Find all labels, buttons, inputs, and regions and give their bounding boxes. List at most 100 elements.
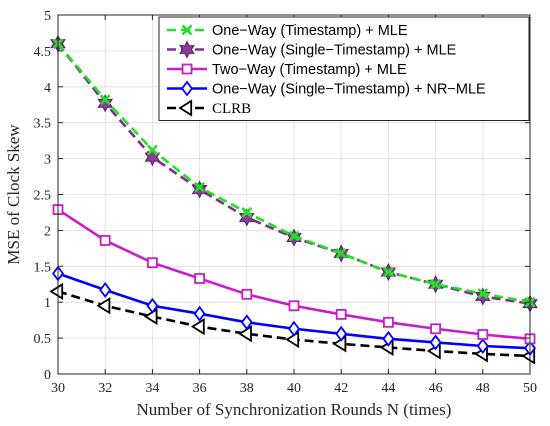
series-2-point-5 bbox=[288, 300, 300, 312]
legend-label-0: One−Way (Timestamp) + MLE bbox=[212, 23, 408, 39]
legend-entry-0: One−Way (Timestamp) + MLE bbox=[167, 23, 408, 39]
legend-marker-3-shape bbox=[181, 80, 193, 97]
series-2-point-5-shape bbox=[288, 300, 300, 312]
series-4-point-3-shape bbox=[190, 317, 205, 336]
legend-label-1: One−Way (Single−Timestamp) + MLE bbox=[212, 43, 457, 59]
series-3-point-1 bbox=[99, 281, 112, 298]
y-tick-label-8: 4 bbox=[44, 81, 51, 96]
x-tick-label-8: 46 bbox=[429, 381, 443, 396]
series-3-point-7 bbox=[382, 330, 395, 347]
x-tick-label-6: 42 bbox=[334, 381, 348, 396]
legend-entry-1: One−Way (Single−Timestamp) + MLE bbox=[167, 40, 457, 59]
series-0-point-2 bbox=[146, 144, 158, 156]
y-tick-label-9: 4.5 bbox=[34, 45, 52, 60]
series-2-point-6-shape bbox=[335, 309, 347, 320]
series-3-point-7-shape bbox=[382, 330, 395, 347]
x-tick-label-9: 48 bbox=[476, 381, 490, 396]
series-4-point-5 bbox=[285, 330, 300, 349]
y-tick-label-3: 1.5 bbox=[34, 260, 52, 275]
x-axis-title: Number of Synchronization Rounds N (time… bbox=[137, 400, 452, 419]
series-3-point-6 bbox=[335, 325, 348, 342]
series-1-point-2-shape bbox=[144, 148, 161, 167]
series-2-point-8 bbox=[430, 323, 442, 335]
series-3-point-3-shape bbox=[193, 305, 206, 322]
series-0-point-7-shape bbox=[382, 266, 394, 278]
series-4-point-1-shape bbox=[96, 297, 111, 315]
x-tick-label-10: 50 bbox=[523, 381, 537, 396]
x-tick-label-1: 32 bbox=[98, 381, 112, 396]
x-tick-label-4: 38 bbox=[240, 381, 254, 396]
legend-label-3: One−Way (Single−Timestamp) + NR−MLE bbox=[212, 82, 486, 98]
series-0-point-3 bbox=[194, 181, 206, 193]
series-3-point-4-shape bbox=[240, 314, 253, 331]
series-4-point-1 bbox=[96, 297, 111, 315]
x-tick-label-3: 36 bbox=[193, 381, 207, 396]
series-2-point-8-shape bbox=[430, 323, 442, 335]
legend-marker-4-shape bbox=[178, 99, 193, 117]
series-3-point-3 bbox=[193, 305, 206, 322]
series-0-point-7 bbox=[382, 266, 394, 278]
series-0-point-9 bbox=[477, 288, 489, 300]
legend-entry-2: Two−Way (Timestamp) + MLE bbox=[167, 62, 407, 78]
legend-marker-1 bbox=[179, 40, 195, 59]
series-2-point-3 bbox=[194, 273, 206, 284]
y-tick-label-0: 0 bbox=[44, 368, 51, 383]
y-tick-label-5: 2.5 bbox=[34, 189, 52, 204]
legend: One−Way (Timestamp) + MLE One−Way (Single… bbox=[158, 16, 530, 121]
series-3-point-5 bbox=[288, 320, 300, 337]
series-0-point-9-shape bbox=[477, 288, 489, 300]
y-tick-label-1: 0.5 bbox=[34, 332, 52, 347]
series-4-point-5-shape bbox=[285, 330, 300, 349]
series-4-point-4-shape bbox=[238, 325, 252, 343]
series-1-point-2 bbox=[144, 148, 161, 167]
series-3-point-8-shape bbox=[429, 334, 442, 351]
series-0-point-1 bbox=[99, 94, 111, 106]
series-2-point-7 bbox=[382, 316, 394, 328]
series-3 bbox=[52, 265, 536, 357]
series-0-point-1-shape bbox=[99, 94, 111, 106]
series-2-point-6 bbox=[335, 309, 347, 320]
series-4-point-6 bbox=[332, 335, 347, 353]
series-4-point-4 bbox=[238, 325, 252, 343]
series-0-point-8 bbox=[430, 278, 442, 290]
legend-marker-4 bbox=[178, 99, 193, 117]
x-tick-label-2: 34 bbox=[145, 381, 159, 396]
series-1-point-4-shape bbox=[238, 208, 255, 227]
tick-layer: 30 32 34 36 38 40 42 44 46 48 50 0 0.5 1 1.5 2 2.5 3 3.5 4 4… bbox=[34, 9, 538, 396]
series-4-point-2-shape bbox=[143, 307, 158, 326]
series-1-point-1-shape bbox=[97, 94, 114, 113]
series-1-point-9 bbox=[474, 287, 491, 306]
series-2-point-3-shape bbox=[194, 273, 206, 284]
series-2-point-7-shape bbox=[382, 316, 394, 328]
y-tick-label-6: 3 bbox=[44, 153, 51, 168]
series-3-point-5-shape bbox=[288, 320, 300, 337]
y-tick-label-2: 1 bbox=[44, 296, 51, 311]
series-0-point-6 bbox=[335, 247, 347, 259]
y-tick-label-10: 5 bbox=[44, 9, 51, 24]
series-3-point-9-shape bbox=[476, 337, 489, 354]
series-2-point-2 bbox=[146, 257, 158, 269]
series-4-point-3 bbox=[190, 317, 205, 336]
series-1-point-3 bbox=[191, 180, 208, 199]
y-tick-label-4: 2 bbox=[44, 224, 51, 239]
series-0-point-5 bbox=[288, 230, 300, 242]
series-0-point-3-shape bbox=[194, 181, 206, 193]
series-0-point-4 bbox=[241, 207, 253, 218]
series-2-point-9 bbox=[477, 329, 489, 340]
series-layer bbox=[49, 34, 538, 365]
series-3-point-9 bbox=[476, 337, 489, 354]
legend-marker-0 bbox=[181, 24, 193, 36]
legend-entry-3: One−Way (Single−Timestamp) + NR−MLE bbox=[167, 80, 486, 98]
legend-marker-3 bbox=[181, 80, 193, 97]
series-1-point-4 bbox=[238, 208, 255, 227]
series-3-point-6-shape bbox=[335, 325, 348, 342]
series-4-point-0-shape bbox=[49, 282, 64, 301]
x-tick-label-5: 40 bbox=[287, 381, 301, 396]
series-2-point-4 bbox=[241, 288, 253, 300]
legend-entry-4: CLRB bbox=[167, 99, 251, 117]
series-2-point-2-shape bbox=[146, 257, 158, 269]
legend-marker-2-shape bbox=[181, 63, 193, 75]
series-0-point-6-shape bbox=[335, 247, 347, 259]
y-tick-label-7: 3.5 bbox=[34, 117, 52, 132]
